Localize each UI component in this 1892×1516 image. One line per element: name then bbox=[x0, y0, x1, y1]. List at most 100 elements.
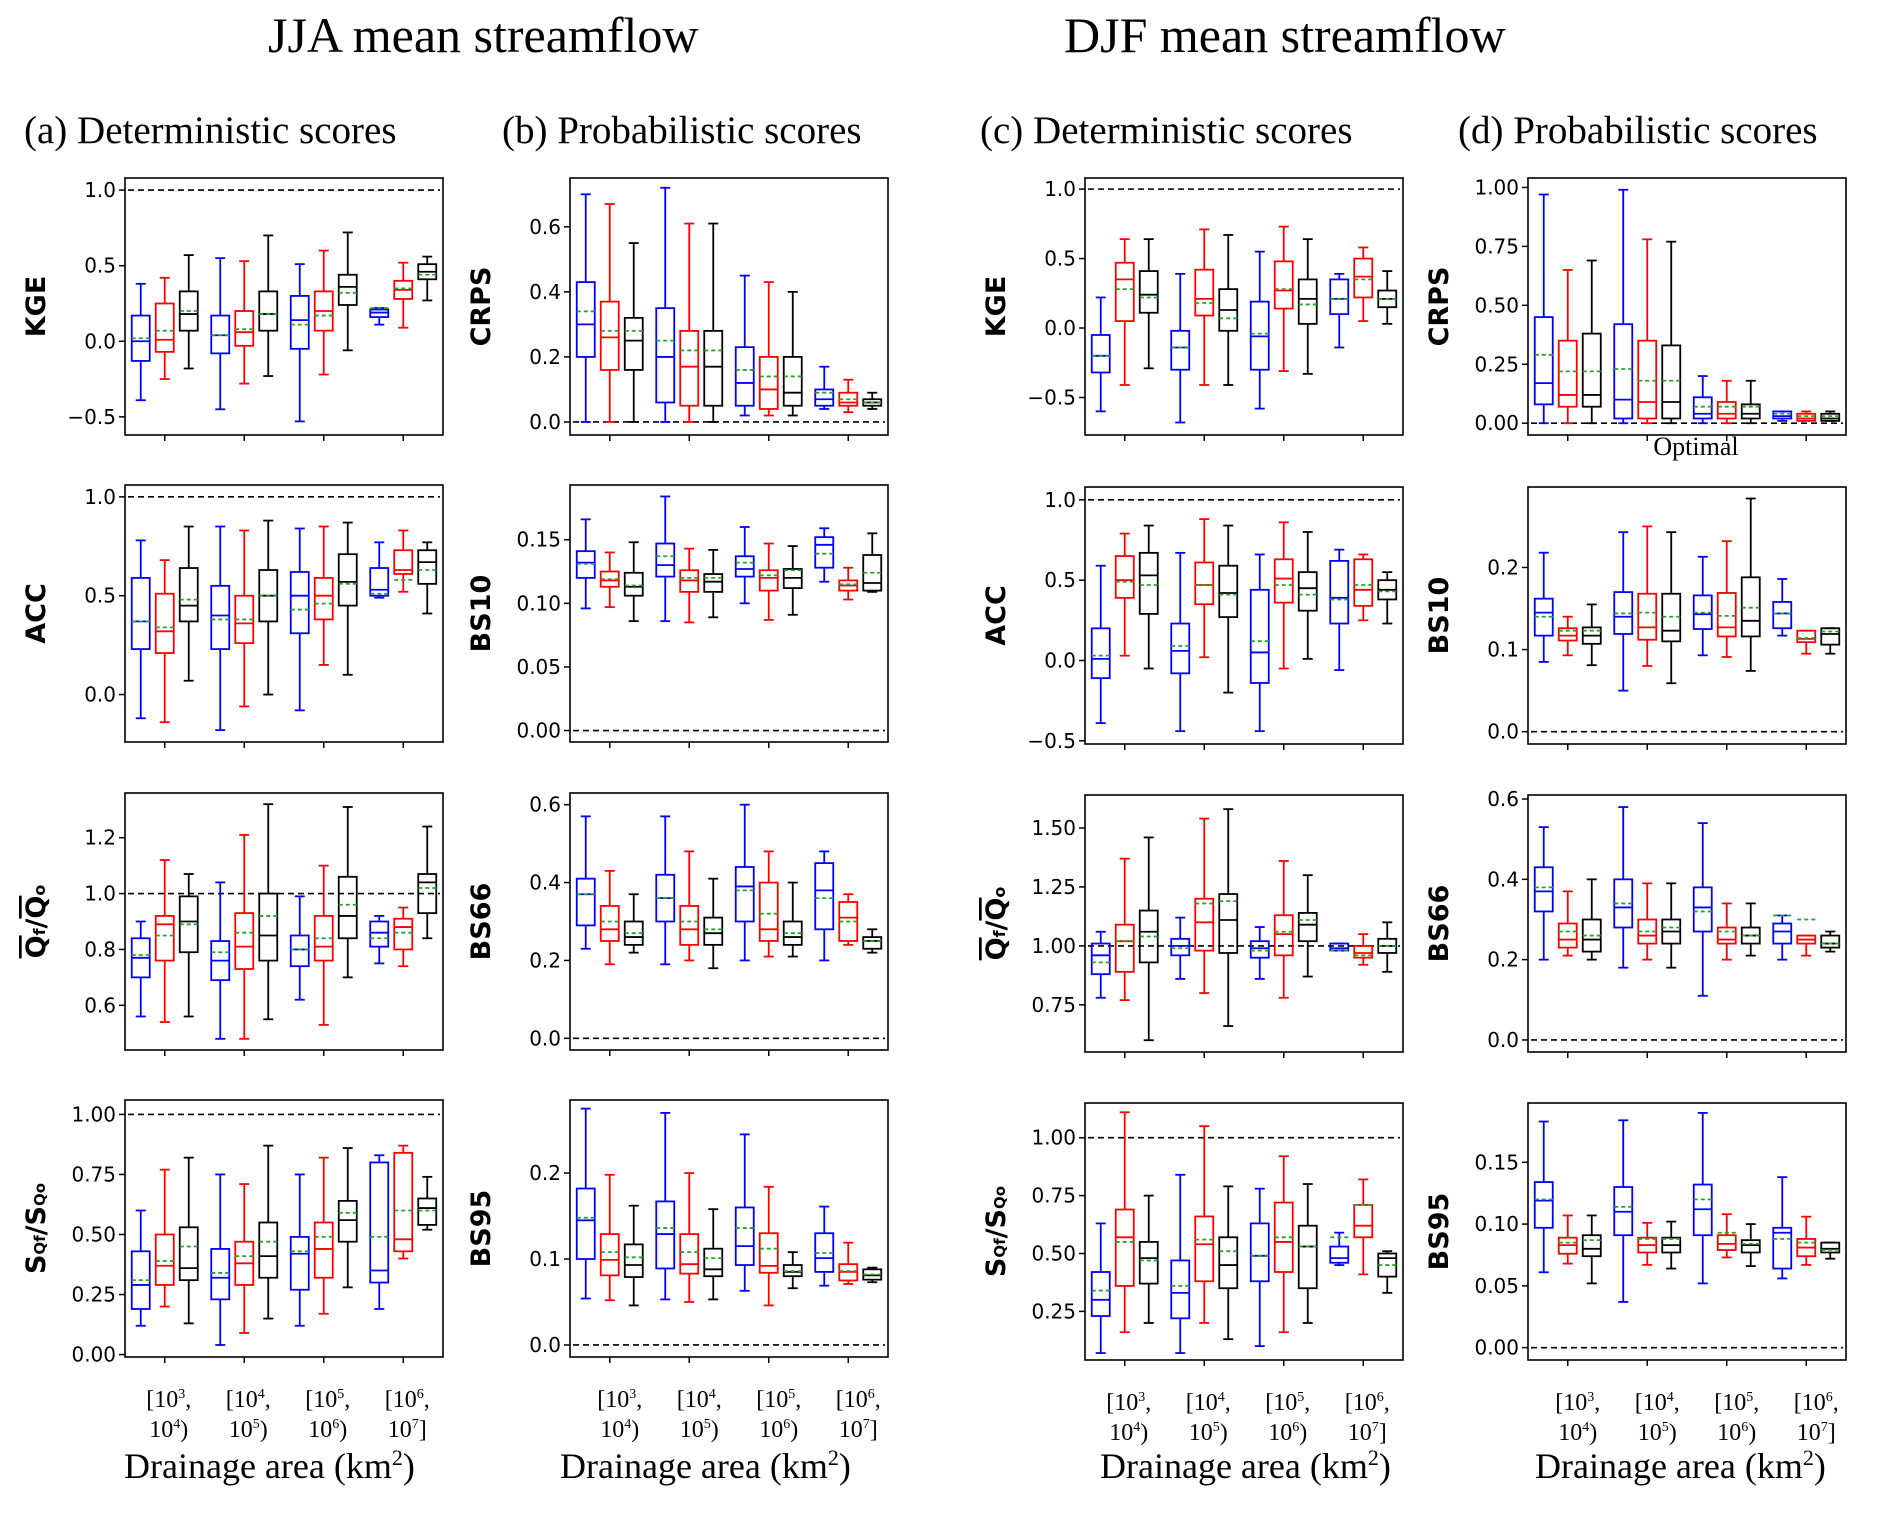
iqr-box bbox=[1581, 1234, 1602, 1258]
iqr-box bbox=[1194, 1215, 1215, 1283]
box-forecast-black bbox=[337, 521, 358, 676]
box-forecast-black bbox=[1581, 1214, 1602, 1285]
box-forecast-black bbox=[1218, 1185, 1239, 1341]
iqr-box bbox=[1218, 564, 1239, 619]
iqr-box bbox=[623, 316, 644, 371]
y-axis-label: KGE bbox=[21, 276, 52, 338]
iqr-box bbox=[599, 905, 620, 942]
iqr-box bbox=[734, 866, 755, 923]
iqr-box bbox=[337, 1199, 358, 1243]
x-category-label-line1: [104, bbox=[226, 1387, 271, 1413]
panel-b4: 0.0 0.1 0.2 BS95 [103, 104) [104, 105) [105, 106)… bbox=[466, 1099, 889, 1443]
y-axis-label: BS66 bbox=[1424, 885, 1455, 963]
iqr-box bbox=[337, 553, 358, 607]
iqr-box bbox=[1772, 410, 1793, 420]
iqr-box bbox=[1692, 396, 1713, 420]
box-forecast-black bbox=[1377, 571, 1398, 625]
box-forecast-black bbox=[417, 1175, 438, 1231]
iqr-box bbox=[369, 567, 390, 597]
box-forecast-red bbox=[758, 542, 779, 621]
iqr-box bbox=[679, 329, 700, 407]
box-forecast-black bbox=[782, 290, 803, 417]
x-axis-label-tail: ) bbox=[1813, 1446, 1826, 1486]
y-tick-label: −0.5 bbox=[67, 405, 116, 429]
box-forecast-red bbox=[1796, 918, 1817, 957]
y-tick-label: 0.2 bbox=[1487, 948, 1519, 972]
panel-c1: −0.5 0.0 0.5 1.0 KGE bbox=[981, 177, 1404, 441]
x-category-label-line2: 104) bbox=[1109, 1420, 1148, 1446]
y-tick-label: 1.0 bbox=[84, 485, 116, 509]
iqr-box bbox=[1740, 1239, 1761, 1254]
box-forecast-black bbox=[703, 548, 724, 619]
box-forecast-red bbox=[393, 261, 414, 329]
y-tick-label: 0.5 bbox=[84, 254, 116, 278]
iqr-box bbox=[1557, 627, 1578, 642]
y-axis-label: BS95 bbox=[466, 1190, 497, 1268]
iqr-box bbox=[1170, 329, 1191, 371]
box-forecast-black bbox=[417, 255, 438, 302]
box-forecast-red bbox=[154, 276, 175, 380]
box-forecast-red bbox=[1114, 532, 1135, 657]
box-forecast-black bbox=[703, 222, 724, 423]
iqr-box bbox=[655, 307, 676, 404]
box-forecast-red bbox=[838, 378, 859, 414]
iqr-box bbox=[1249, 1222, 1270, 1283]
box-forecast-blue bbox=[1533, 1120, 1554, 1274]
iqr-box bbox=[1297, 1224, 1318, 1290]
y-tick-label: 0.2 bbox=[529, 948, 561, 972]
box-forecast-blue bbox=[814, 1205, 835, 1287]
x-category-label-line2: 104) bbox=[1558, 1420, 1597, 1446]
y-tick-label: 0.00 bbox=[516, 719, 561, 743]
iqr-box bbox=[154, 915, 175, 962]
iqr-box bbox=[1249, 940, 1270, 959]
iqr-box bbox=[1329, 559, 1350, 625]
box-forecast-blue bbox=[1772, 410, 1793, 422]
panel-d1: 0.00 0.25 0.50 0.75 1.00 CRPS Optimal bbox=[1424, 175, 1847, 461]
box-forecast-blue bbox=[734, 1133, 755, 1292]
box-forecast-red bbox=[599, 1173, 620, 1302]
panel-c4: 0.25 0.50 0.75 1.00 SQf/SQo [103, 104) [104, 105… bbox=[981, 1102, 1404, 1446]
box-forecast-red bbox=[1353, 933, 1374, 966]
x-category-label-line2: 106) bbox=[308, 1417, 347, 1443]
box-forecast-blue bbox=[1329, 942, 1350, 952]
box-forecast-black bbox=[178, 254, 199, 370]
box-forecast-blue bbox=[575, 1107, 596, 1300]
box-forecast-blue bbox=[1613, 188, 1634, 425]
box-forecast-black bbox=[782, 881, 803, 958]
box-forecast-blue bbox=[1170, 272, 1191, 424]
box-forecast-black bbox=[1297, 874, 1318, 978]
box-forecast-blue bbox=[655, 1111, 676, 1301]
x-category-label-line1: [104, bbox=[677, 1387, 722, 1413]
box-forecast-black bbox=[1297, 1183, 1318, 1324]
axes-frame bbox=[1527, 1102, 1847, 1361]
box-forecast-blue bbox=[1772, 578, 1793, 637]
iqr-box bbox=[289, 934, 310, 968]
iqr-box bbox=[289, 571, 310, 635]
iqr-box bbox=[1114, 1208, 1135, 1287]
column-title-b: (b) Probabilistic scores bbox=[502, 109, 862, 152]
box-forecast-red bbox=[1273, 521, 1294, 670]
x-category-label-line2: 104) bbox=[149, 1417, 188, 1443]
iqr-box bbox=[1297, 911, 1318, 943]
iqr-box bbox=[1090, 1271, 1111, 1317]
x-axis-label-text: Drainage area (km bbox=[560, 1446, 828, 1486]
iqr-box bbox=[258, 892, 279, 962]
box-forecast-blue bbox=[210, 257, 231, 411]
y-tick-label: 0.5 bbox=[1044, 568, 1076, 592]
box-forecast-black bbox=[417, 541, 438, 615]
iqr-box bbox=[1692, 886, 1713, 933]
y-tick-label: 1.0 bbox=[1044, 177, 1076, 201]
section-title-djf: DJF mean streamflow bbox=[1064, 7, 1506, 63]
box-forecast-red bbox=[1273, 860, 1294, 999]
box-forecast-red bbox=[1353, 1178, 1374, 1276]
box-forecast-blue bbox=[1533, 193, 1554, 425]
box-forecast-black bbox=[337, 806, 358, 979]
x-category-label-line1: [104, bbox=[1186, 1390, 1231, 1416]
iqr-box bbox=[1329, 1245, 1350, 1264]
iqr-box bbox=[1637, 592, 1658, 641]
iqr-box bbox=[599, 300, 620, 371]
y-tick-label: 0.4 bbox=[529, 871, 561, 895]
iqr-box bbox=[1218, 1236, 1239, 1290]
box-forecast-black bbox=[1820, 1241, 1841, 1260]
box-forecast-red bbox=[838, 566, 859, 601]
